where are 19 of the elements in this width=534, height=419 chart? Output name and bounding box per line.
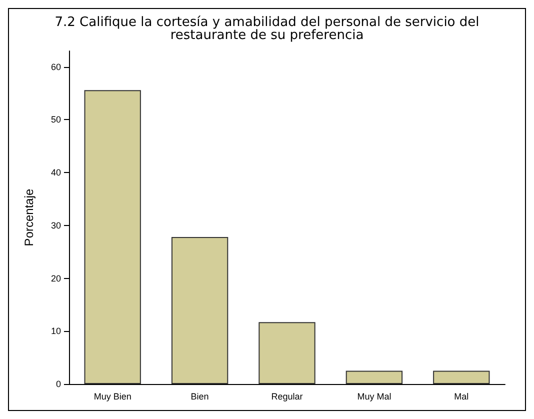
- bar: [346, 370, 403, 384]
- y-axis-title: Porcentaje: [22, 188, 36, 246]
- bar: [433, 370, 490, 384]
- y-tick-label: 60: [50, 62, 61, 72]
- y-tick-label: 30: [50, 220, 61, 230]
- bar: [258, 322, 316, 384]
- chart-title: 7.2 Califique la cortesía y amabilidad del personal de servicio del restaurante de su preferencia: [54, 15, 480, 43]
- x-tick-label: Muy Bien: [94, 392, 132, 402]
- y-tick-label: 40: [50, 168, 61, 178]
- x-tick-label: Mal: [454, 392, 469, 402]
- y-tick-label: 10: [50, 326, 61, 336]
- bar: [171, 237, 228, 384]
- x-tick-label: Regular: [271, 392, 303, 402]
- y-tick-label: 0: [56, 379, 61, 389]
- y-tick-label: 20: [50, 273, 61, 284]
- x-tick-label: Muy Mal: [357, 392, 392, 402]
- y-tick-label: 50: [50, 114, 61, 125]
- bar: [84, 90, 141, 384]
- x-tick-label: Bien: [190, 392, 209, 402]
